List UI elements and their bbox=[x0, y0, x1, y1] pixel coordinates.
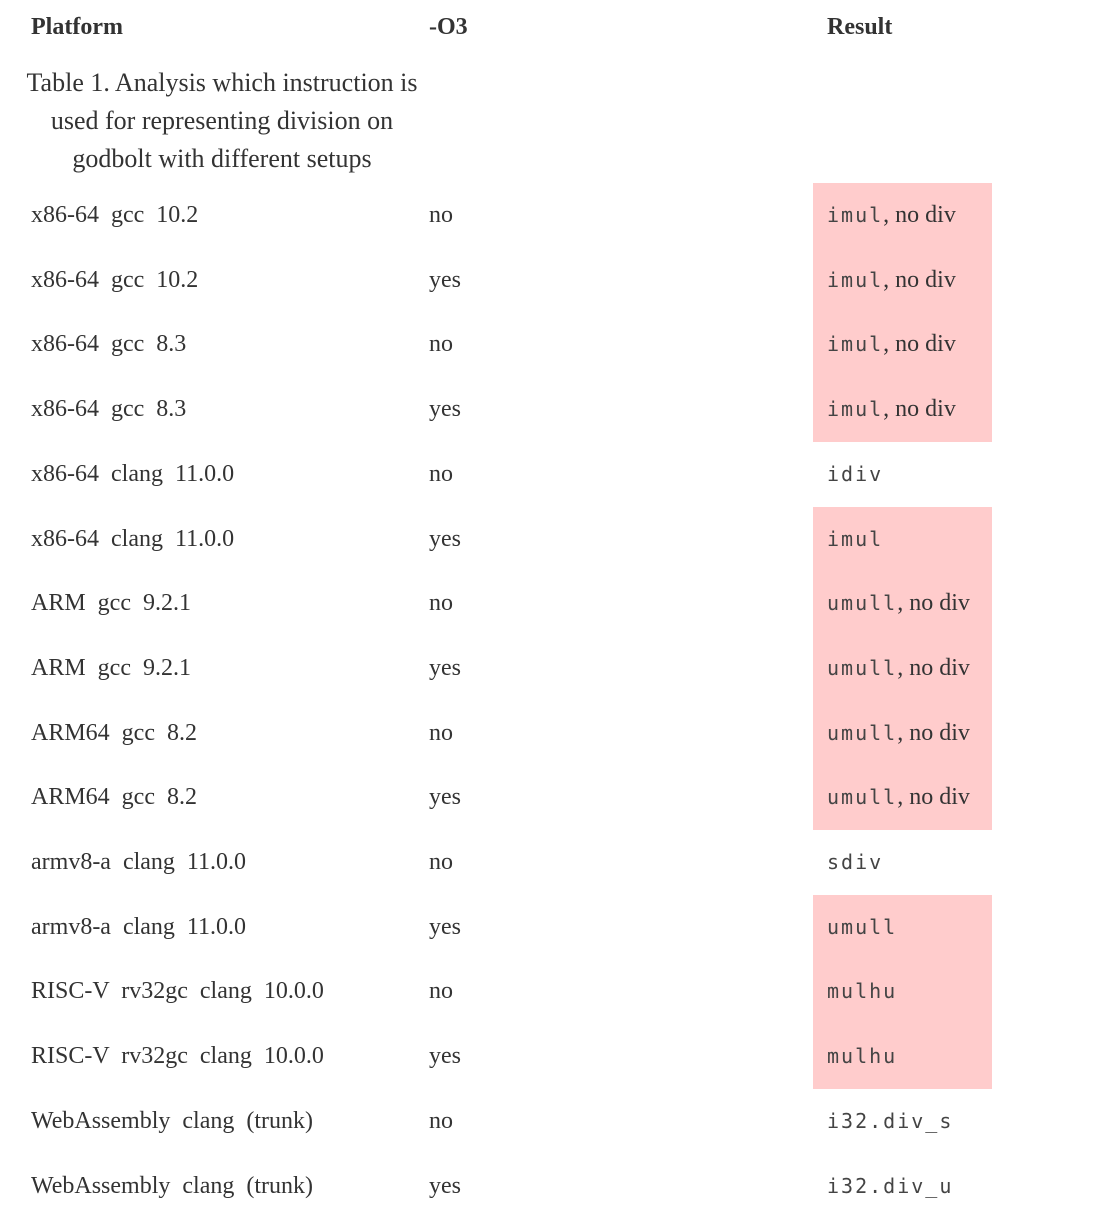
platform-cell: RISC-V rv32gc clang 10.0.0 bbox=[31, 1024, 324, 1089]
result-note: , no div bbox=[897, 784, 970, 810]
instruction-code: imul bbox=[827, 332, 883, 356]
platform-cell: WebAssembly clang (trunk) bbox=[31, 1089, 313, 1154]
table-row: RISC-V rv32gc clang 10.0.0 yes mulhu bbox=[0, 1024, 1116, 1089]
table-row: RISC-V rv32gc clang 10.0.0 no mulhu bbox=[0, 959, 1116, 1024]
table-row: x86-64 gcc 8.3 no imul, no div bbox=[0, 312, 1116, 377]
instruction-code: imul bbox=[827, 268, 883, 292]
o3-cell: no bbox=[429, 312, 453, 377]
header-result: Result bbox=[827, 14, 892, 41]
table-row: ARM64 gcc 8.2 no umull, no div bbox=[0, 701, 1116, 766]
platform-cell: armv8-a clang 11.0.0 bbox=[31, 830, 246, 895]
table-row: ARM gcc 9.2.1 no umull, no div bbox=[0, 571, 1116, 636]
result-cell: imul bbox=[813, 507, 992, 572]
instruction-code: mulhu bbox=[827, 979, 897, 1003]
result-cell: umull, no div bbox=[813, 765, 992, 830]
result-note: , no div bbox=[897, 655, 970, 681]
instruction-code: umull bbox=[827, 721, 897, 745]
instruction-code: umull bbox=[827, 785, 897, 809]
o3-cell: yes bbox=[429, 507, 461, 572]
platform-cell: RISC-V rv32gc clang 10.0.0 bbox=[31, 959, 324, 1024]
platform-cell: x86-64 clang 11.0.0 bbox=[31, 442, 234, 507]
instruction-code: imul bbox=[827, 203, 883, 227]
result-note: , no div bbox=[883, 396, 956, 422]
o3-cell: no bbox=[429, 830, 453, 895]
header-o3: -O3 bbox=[429, 14, 468, 41]
result-note: , no div bbox=[883, 267, 956, 293]
o3-cell: yes bbox=[429, 377, 461, 442]
platform-cell: x86-64 gcc 8.3 bbox=[31, 312, 186, 377]
o3-cell: yes bbox=[429, 1154, 461, 1218]
instruction-code: mulhu bbox=[827, 1044, 897, 1068]
header-platform: Platform bbox=[31, 14, 123, 41]
result-note: , no div bbox=[883, 202, 956, 228]
result-cell: i32.div_u bbox=[813, 1154, 992, 1218]
result-cell: umull, no div bbox=[813, 701, 992, 766]
table-row: WebAssembly clang (trunk) no i32.div_s bbox=[0, 1089, 1116, 1154]
o3-cell: yes bbox=[429, 636, 461, 701]
o3-cell: no bbox=[429, 701, 453, 766]
instruction-code: umull bbox=[827, 915, 897, 939]
result-cell: umull, no div bbox=[813, 636, 992, 701]
table-row: x86-64 gcc 8.3 yes imul, no div bbox=[0, 377, 1116, 442]
table-caption: Table 1. Analysis which instruction is u… bbox=[22, 64, 422, 178]
table-row: ARM64 gcc 8.2 yes umull, no div bbox=[0, 765, 1116, 830]
table-row: armv8-a clang 11.0.0 yes umull bbox=[0, 895, 1116, 960]
result-cell: umull, no div bbox=[813, 571, 992, 636]
instruction-code: sdiv bbox=[827, 850, 883, 874]
table-row: x86-64 clang 11.0.0 no idiv bbox=[0, 442, 1116, 507]
o3-cell: yes bbox=[429, 895, 461, 960]
o3-cell: no bbox=[429, 442, 453, 507]
o3-cell: no bbox=[429, 1089, 453, 1154]
platform-cell: x86-64 gcc 8.3 bbox=[31, 377, 186, 442]
result-cell: imul, no div bbox=[813, 377, 992, 442]
instruction-code: umull bbox=[827, 591, 897, 615]
platform-cell: x86-64 gcc 10.2 bbox=[31, 248, 198, 313]
result-cell: umull bbox=[813, 895, 992, 960]
instruction-code: i32.div_u bbox=[827, 1174, 953, 1198]
table-row: WebAssembly clang (trunk) yes i32.div_u bbox=[0, 1154, 1116, 1218]
result-cell: imul, no div bbox=[813, 183, 992, 248]
platform-cell: WebAssembly clang (trunk) bbox=[31, 1154, 313, 1218]
table-row: x86-64 gcc 10.2 yes imul, no div bbox=[0, 248, 1116, 313]
result-cell: sdiv bbox=[813, 830, 992, 895]
instruction-code: imul bbox=[827, 397, 883, 421]
table-row: ARM gcc 9.2.1 yes umull, no div bbox=[0, 636, 1116, 701]
platform-cell: ARM gcc 9.2.1 bbox=[31, 636, 191, 701]
o3-cell: no bbox=[429, 571, 453, 636]
platform-cell: x86-64 clang 11.0.0 bbox=[31, 507, 234, 572]
result-note: , no div bbox=[897, 720, 970, 746]
instruction-code: imul bbox=[827, 527, 883, 551]
result-cell: mulhu bbox=[813, 959, 992, 1024]
result-note: , no div bbox=[883, 331, 956, 357]
result-cell: idiv bbox=[813, 442, 992, 507]
result-cell: imul, no div bbox=[813, 312, 992, 377]
o3-cell: yes bbox=[429, 248, 461, 313]
platform-cell: ARM gcc 9.2.1 bbox=[31, 571, 191, 636]
o3-cell: no bbox=[429, 959, 453, 1024]
table-row: armv8-a clang 11.0.0 no sdiv bbox=[0, 830, 1116, 895]
platform-cell: ARM64 gcc 8.2 bbox=[31, 765, 197, 830]
platform-cell: x86-64 gcc 10.2 bbox=[31, 183, 198, 248]
o3-cell: yes bbox=[429, 765, 461, 830]
platform-cell: ARM64 gcc 8.2 bbox=[31, 701, 197, 766]
instruction-code: umull bbox=[827, 656, 897, 680]
result-note: , no div bbox=[897, 590, 970, 616]
table-row: x86-64 gcc 10.2 no imul, no div bbox=[0, 183, 1116, 248]
instruction-code: i32.div_s bbox=[827, 1109, 953, 1133]
table-row: x86-64 clang 11.0.0 yes imul bbox=[0, 507, 1116, 572]
instruction-code: idiv bbox=[827, 462, 883, 486]
result-cell: imul, no div bbox=[813, 248, 992, 313]
platform-cell: armv8-a clang 11.0.0 bbox=[31, 895, 246, 960]
o3-cell: no bbox=[429, 183, 453, 248]
result-cell: i32.div_s bbox=[813, 1089, 992, 1154]
o3-cell: yes bbox=[429, 1024, 461, 1089]
result-cell: mulhu bbox=[813, 1024, 992, 1089]
